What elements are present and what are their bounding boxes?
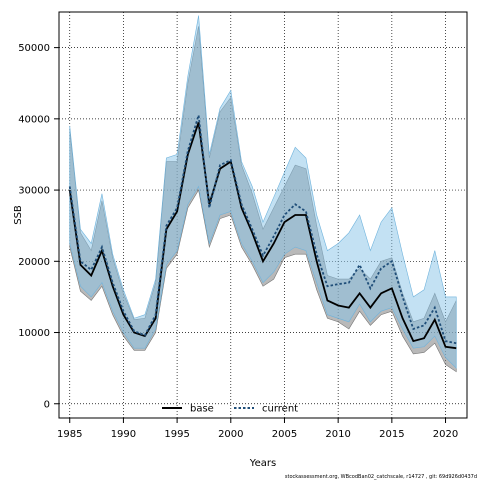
x-axis: 1985 1990 1995 2000 2005 2010 2015 2020: [57, 418, 458, 440]
x-tick-label: 1985: [57, 429, 82, 440]
legend-label-base: base: [190, 404, 214, 415]
x-tick-label: 2015: [379, 429, 404, 440]
x-tick-label: 2020: [433, 429, 458, 440]
current-band: [69, 15, 457, 369]
y-tick-label: 30000: [18, 186, 50, 197]
base-line: [68, 122, 457, 350]
y-axis: 0 10000 20000 30000 40000 50000: [18, 43, 59, 410]
x-axis-title: Years: [249, 458, 276, 469]
x-tick-label: 2000: [218, 429, 243, 440]
footer-text: stockassessment.org, WBcodBan02_catchsca…: [285, 474, 477, 480]
legend-label-current: current: [262, 404, 298, 415]
y-axis-title: SSB: [13, 205, 24, 225]
y-tick-label: 50000: [18, 43, 50, 54]
current-line: [68, 115, 457, 345]
x-tick-label: 1995: [164, 429, 189, 440]
plot-frame: [58, 11, 468, 419]
x-tick-label: 1990: [111, 429, 136, 440]
confidence-bands: [69, 15, 457, 373]
x-tick-label: 2010: [325, 429, 350, 440]
series-lines: [68, 115, 457, 350]
y-tick-label: 0: [44, 399, 50, 410]
y-tick-label: 20000: [18, 257, 50, 268]
legend: base current: [162, 404, 298, 415]
x-tick-label: 2005: [272, 429, 297, 440]
y-tick-label: 10000: [18, 328, 50, 339]
y-tick-label: 40000: [18, 114, 50, 125]
